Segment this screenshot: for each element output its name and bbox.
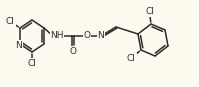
Text: N: N: [98, 31, 104, 41]
Text: Cl: Cl: [145, 7, 154, 16]
Text: Cl: Cl: [6, 17, 15, 26]
Text: Cl: Cl: [127, 54, 136, 62]
Text: N: N: [16, 41, 22, 50]
Text: O: O: [69, 46, 76, 56]
Text: Cl: Cl: [28, 59, 36, 68]
Text: NH: NH: [50, 31, 64, 41]
Text: O: O: [84, 31, 91, 41]
